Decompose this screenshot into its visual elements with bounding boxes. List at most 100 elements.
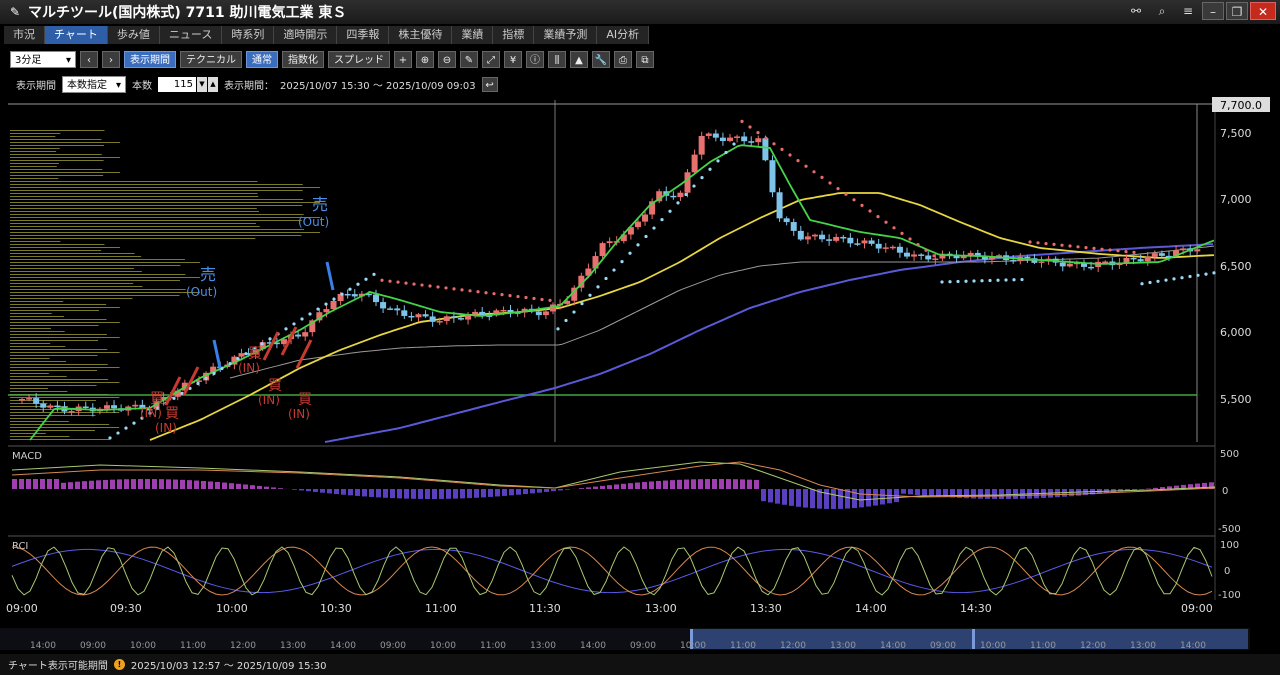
link-icon[interactable]: ⚯ bbox=[1130, 4, 1142, 18]
zoom-in-icon[interactable]: ⊕ bbox=[416, 50, 434, 68]
macd-bar bbox=[180, 479, 185, 489]
prev-button[interactable]: ‹ bbox=[80, 50, 98, 68]
search-icon[interactable]: ⌕ bbox=[1158, 4, 1166, 18]
count-up-icon[interactable]: ▲ bbox=[208, 76, 218, 92]
macd-bar bbox=[159, 479, 164, 489]
tab-chart[interactable]: チャート bbox=[45, 26, 108, 44]
macd-bar bbox=[432, 489, 437, 499]
period-label: 表示期間 bbox=[16, 80, 56, 92]
range-label: 表示期間： bbox=[224, 80, 274, 92]
volume-bar bbox=[10, 163, 59, 164]
macd-bar bbox=[404, 489, 409, 499]
macd-bar bbox=[733, 479, 738, 489]
sar-dot bbox=[780, 147, 784, 151]
macd-bar bbox=[642, 481, 647, 489]
minimize-button[interactable]: – bbox=[1202, 2, 1224, 20]
volume-bar bbox=[10, 310, 99, 311]
menu-icon[interactable]: ≡ bbox=[1182, 4, 1194, 18]
next-button[interactable]: › bbox=[102, 50, 120, 68]
count-input[interactable]: 115 bbox=[158, 76, 196, 92]
navigator-window[interactable] bbox=[690, 629, 1248, 649]
nav-tick: 13:00 bbox=[1130, 641, 1156, 651]
volume-bar bbox=[10, 226, 260, 227]
tab-ai[interactable]: AI分析 bbox=[597, 26, 650, 44]
area-chart-icon[interactable]: ▲ bbox=[570, 50, 588, 68]
tab-timeseries[interactable]: 時系列 bbox=[222, 26, 275, 44]
macd-bar bbox=[754, 479, 759, 489]
macd-bar bbox=[908, 489, 913, 495]
zoom-out-icon[interactable]: ⊖ bbox=[438, 50, 456, 68]
macd-bar bbox=[250, 485, 255, 489]
time-tick: 09:30 bbox=[110, 602, 142, 615]
pen-icon[interactable]: ✎ bbox=[460, 50, 478, 68]
refresh-icon[interactable]: ↩ bbox=[481, 76, 498, 92]
count-stepper: 115 ▼ ▲ bbox=[158, 76, 218, 92]
tab-market[interactable]: 市況 bbox=[4, 26, 45, 44]
macd-bar bbox=[334, 489, 339, 495]
tab-shikiho[interactable]: 四季報 bbox=[337, 26, 390, 44]
spread-button[interactable]: スプレッド bbox=[328, 50, 390, 68]
print-icon[interactable]: ⎙ bbox=[614, 50, 632, 68]
sar-dot bbox=[580, 302, 584, 306]
tab-earnings[interactable]: 業績 bbox=[452, 26, 494, 44]
macd-bar bbox=[1195, 483, 1200, 489]
period-mode-select[interactable]: 本数指定 ▾ bbox=[62, 75, 126, 93]
candles-icon[interactable]: ⫼ bbox=[548, 50, 566, 68]
candle-body bbox=[54, 405, 61, 407]
sar-dot bbox=[1108, 248, 1112, 252]
period-button[interactable]: 表示期間 bbox=[124, 50, 176, 68]
candle-body bbox=[1173, 250, 1180, 256]
technical-button[interactable]: テクニカル bbox=[180, 50, 242, 68]
candle-body bbox=[450, 316, 457, 319]
tab-forecast[interactable]: 業績予測 bbox=[534, 26, 598, 44]
navigator-handle-right[interactable] bbox=[972, 629, 975, 649]
macd-bar bbox=[880, 489, 885, 505]
index-button[interactable]: 指数化 bbox=[282, 50, 324, 68]
candle-body bbox=[401, 310, 408, 316]
close-button[interactable]: ✕ bbox=[1250, 2, 1276, 20]
popout-icon[interactable]: ⧉ bbox=[636, 50, 654, 68]
sar-dot bbox=[812, 170, 816, 174]
tab-disclosure[interactable]: 適時開示 bbox=[274, 26, 338, 44]
sar-dot bbox=[492, 292, 496, 296]
sar-dot bbox=[964, 279, 968, 283]
macd-bar bbox=[551, 489, 556, 492]
volume-bar bbox=[10, 430, 95, 431]
macd-bar bbox=[530, 489, 535, 494]
count-down-icon[interactable]: ▼ bbox=[197, 76, 207, 92]
volume-bar bbox=[10, 211, 259, 212]
normal-button[interactable]: 通常 bbox=[246, 50, 278, 68]
candle-body bbox=[826, 239, 833, 241]
tab-news[interactable]: ニュース bbox=[159, 26, 223, 44]
chart-area[interactable]: 売(Out)売(Out)買(IN) 買(IN)買(IN)買(IN) 買(IN) 7,… bbox=[0, 96, 1280, 658]
candle-body bbox=[833, 236, 840, 241]
macd-bar bbox=[33, 479, 38, 489]
volume-bar bbox=[10, 229, 305, 230]
candle-body bbox=[493, 310, 500, 316]
macd-bar bbox=[257, 485, 262, 489]
macd-bar bbox=[635, 482, 640, 489]
navigator-handle-left[interactable] bbox=[690, 629, 693, 649]
sar-dot bbox=[356, 282, 360, 286]
price-tick: 5,500 bbox=[1220, 393, 1252, 406]
trendline-icon[interactable]: ⤢ bbox=[482, 50, 500, 68]
macd-bar bbox=[103, 479, 108, 489]
tab-benefits[interactable]: 株主優待 bbox=[389, 26, 453, 44]
macd-bar bbox=[936, 489, 941, 497]
buy-label: 買 bbox=[298, 392, 312, 408]
settings-wrench-icon[interactable]: 🔧 bbox=[592, 50, 610, 68]
candle-body bbox=[1024, 256, 1031, 259]
macd-bar bbox=[663, 480, 668, 489]
tab-indicators[interactable]: 指標 bbox=[493, 26, 535, 44]
volume-bar bbox=[10, 199, 304, 200]
info-icon[interactable]: ⓘ bbox=[526, 50, 544, 68]
interval-select[interactable]: 3分足 ▾ bbox=[10, 50, 76, 68]
sar-dot bbox=[172, 396, 176, 400]
macd-bar bbox=[1167, 486, 1172, 489]
restore-button[interactable]: ❐ bbox=[1226, 2, 1248, 20]
crosshair-icon[interactable]: + bbox=[394, 50, 412, 68]
chart-grid bbox=[8, 100, 1216, 600]
tab-ticks[interactable]: 歩み値 bbox=[107, 26, 160, 44]
volume-bar bbox=[10, 358, 50, 359]
yen-icon[interactable]: ¥ bbox=[504, 50, 522, 68]
